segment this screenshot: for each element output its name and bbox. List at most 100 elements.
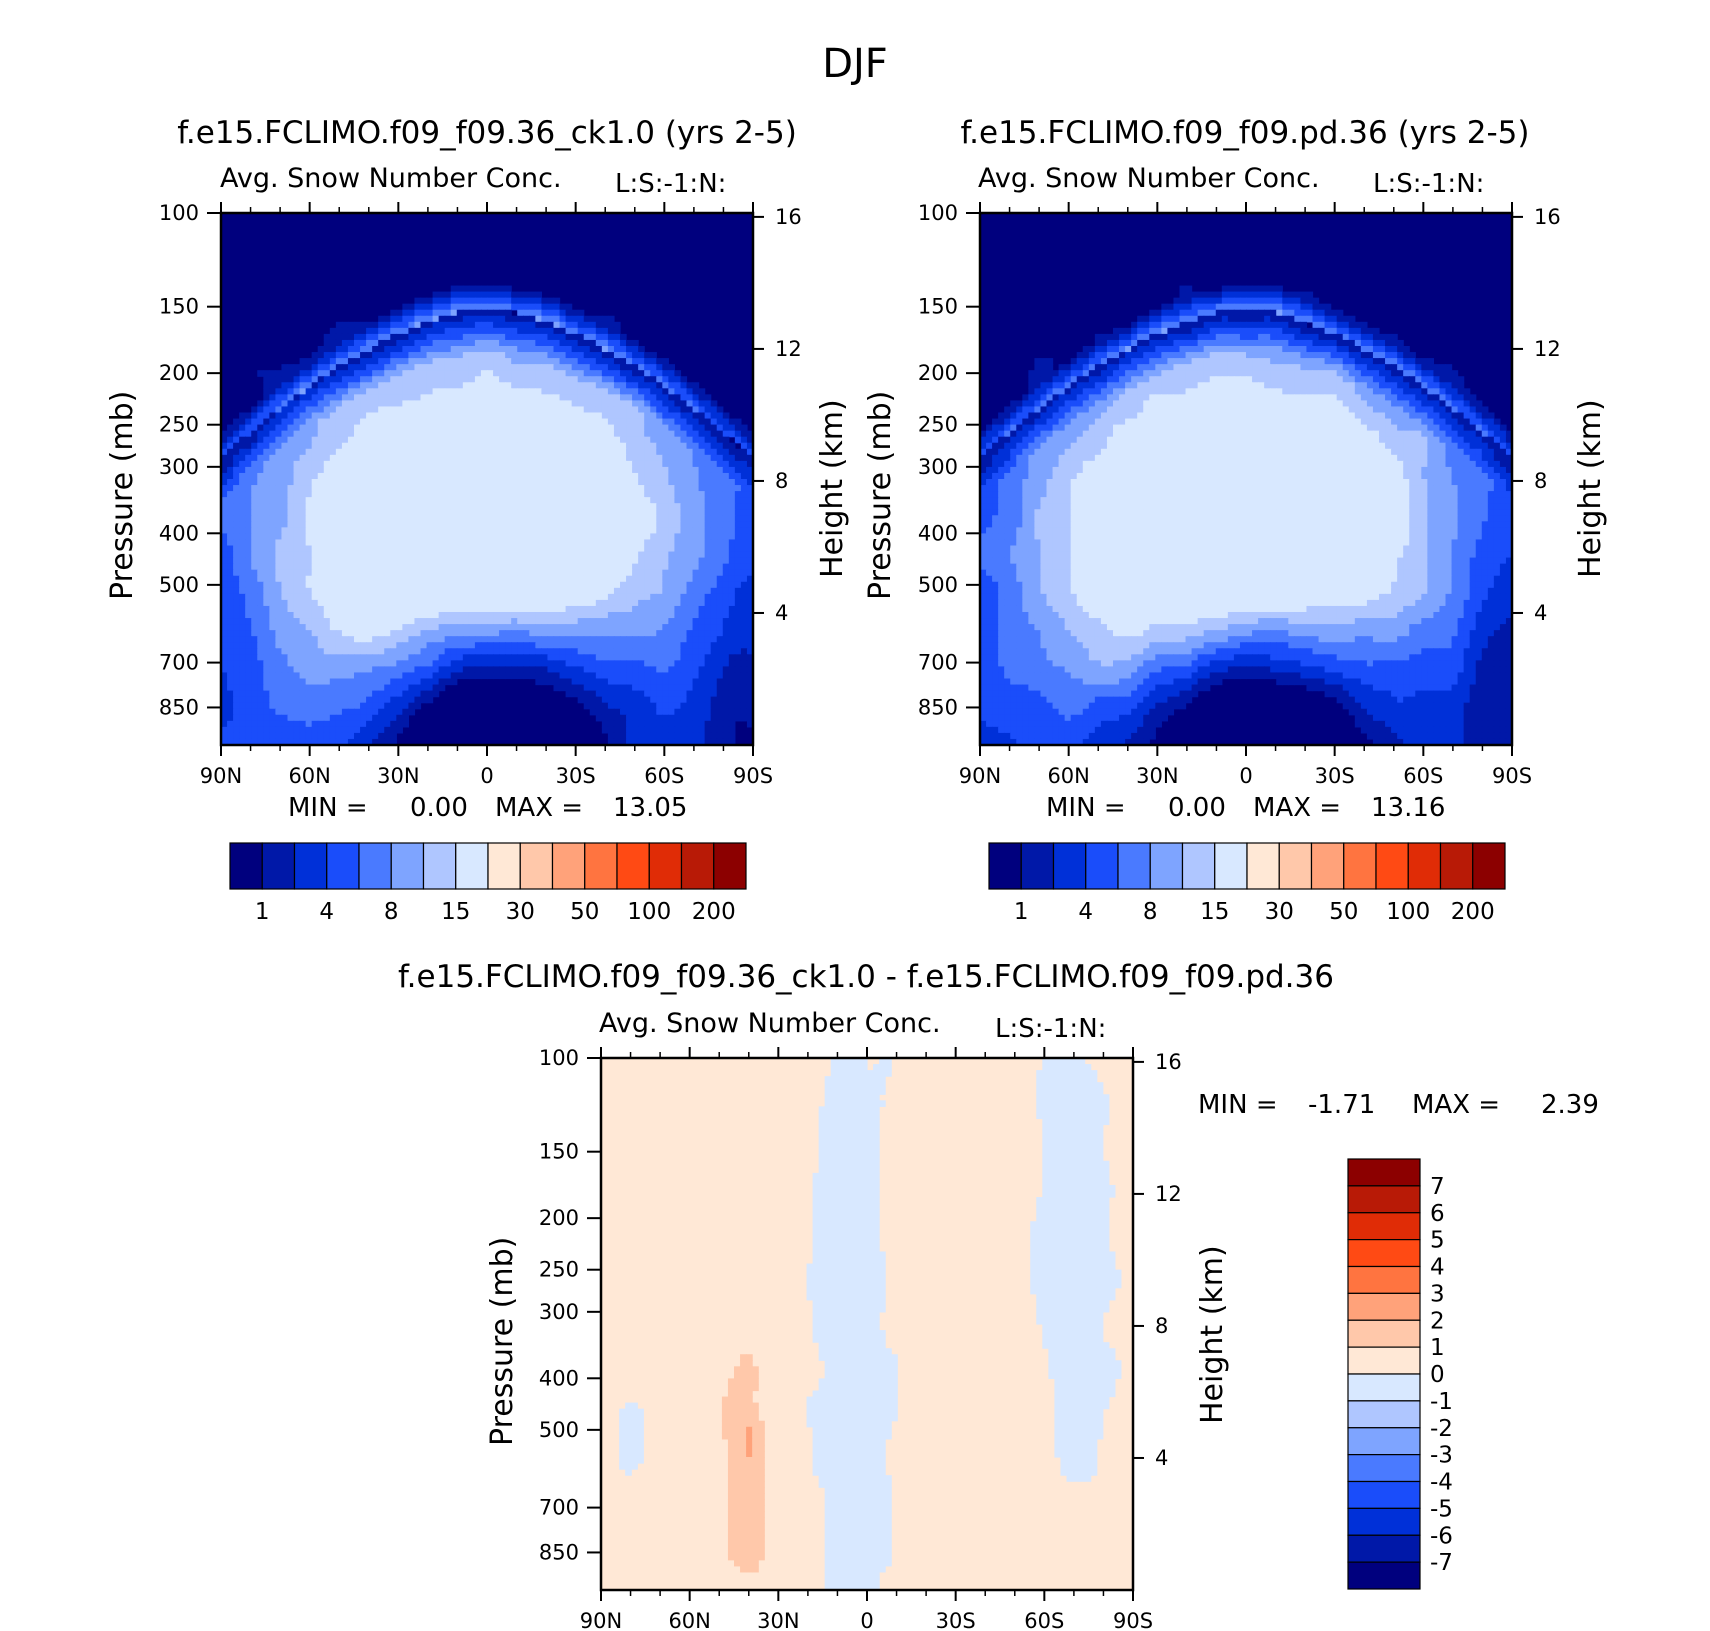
field-cell [698,454,706,462]
field-cell [444,358,452,365]
field-cell [366,521,373,528]
field-cell [650,412,657,420]
field-cell [396,339,403,347]
field-cell [662,472,669,480]
field-cell [444,364,452,371]
field-cell [462,394,470,402]
field-cell [426,503,434,510]
field-cell [281,605,289,613]
field-cell [595,358,603,365]
field-cell [577,612,585,619]
field-cell [620,479,627,486]
field-cell [287,497,295,504]
field-cell [251,448,258,456]
field-cell [378,454,385,462]
field-cell [607,424,615,432]
field-cell [233,642,240,649]
field-cell [474,394,482,402]
field-cell [281,527,289,535]
field-cell [613,624,621,631]
field-cell [263,376,270,383]
field-cell [227,630,234,637]
field-cell [347,618,355,625]
field-cell [233,424,240,432]
field-cell [221,515,228,522]
field-cell [607,400,615,408]
field-cell [480,406,488,414]
field-cell [487,382,494,389]
field-cell [607,460,615,468]
field-cell [257,551,264,559]
field-cell [541,370,549,377]
field-cell [746,557,753,565]
field-cell [426,309,434,317]
field-cell [275,479,283,486]
field-cell [626,430,633,438]
field-cell [245,527,252,535]
field-cell [329,339,337,347]
field-cell [746,660,753,668]
field-cell [462,648,470,655]
field-cell [674,533,682,541]
field-cell [541,442,549,450]
field-cell [632,654,639,661]
field-cell [553,648,561,655]
field-cell [698,599,706,607]
field-cell [499,460,506,468]
field-cell [571,624,579,631]
field-cell [317,533,325,541]
field-cell [607,333,615,341]
field-cell [505,654,512,661]
field-cell [354,587,361,595]
field-cell [505,642,512,649]
field-cell [644,599,651,607]
field-cell [287,660,295,668]
field-cell [613,557,621,565]
field-cell [245,533,252,541]
field-cell [632,545,639,553]
field-cell [656,406,663,414]
field-cell [366,660,373,668]
field-cell [233,672,240,680]
field-cell [601,436,609,444]
field-cell [462,321,470,329]
field-cell [674,479,682,486]
field-cell [487,291,494,299]
field-cell [668,460,676,468]
field-cell [601,666,609,674]
field-cell [487,327,494,335]
field-cell [293,406,301,414]
field-cell [620,418,627,426]
field-cell [323,418,331,426]
field-cell [347,436,355,444]
field-cell [613,333,621,341]
field-cell [335,466,343,474]
field-cell [420,497,428,504]
field-cell [227,515,234,522]
field-cell [541,533,549,541]
field-cell [323,581,331,589]
field-cell [553,346,561,353]
field-cell [577,666,585,674]
field-cell [620,636,627,643]
field-cell [716,581,724,589]
field-cell [487,315,494,323]
field-cell [378,370,385,377]
field-cell [541,466,549,474]
field-cell [571,448,579,456]
field-cell [523,376,530,383]
field-cell [474,642,482,649]
field-cell [541,551,549,559]
field-cell [414,515,422,522]
field-cell [257,509,264,516]
field-cell [626,485,633,492]
field-cell [317,466,325,474]
field-cell [487,491,494,498]
field-cell [354,346,361,353]
field-cell [468,370,476,377]
field-cell [366,551,373,559]
field-cell [547,587,555,595]
field-cell [650,503,657,510]
field-cell [607,479,615,486]
field-cell [390,527,397,535]
